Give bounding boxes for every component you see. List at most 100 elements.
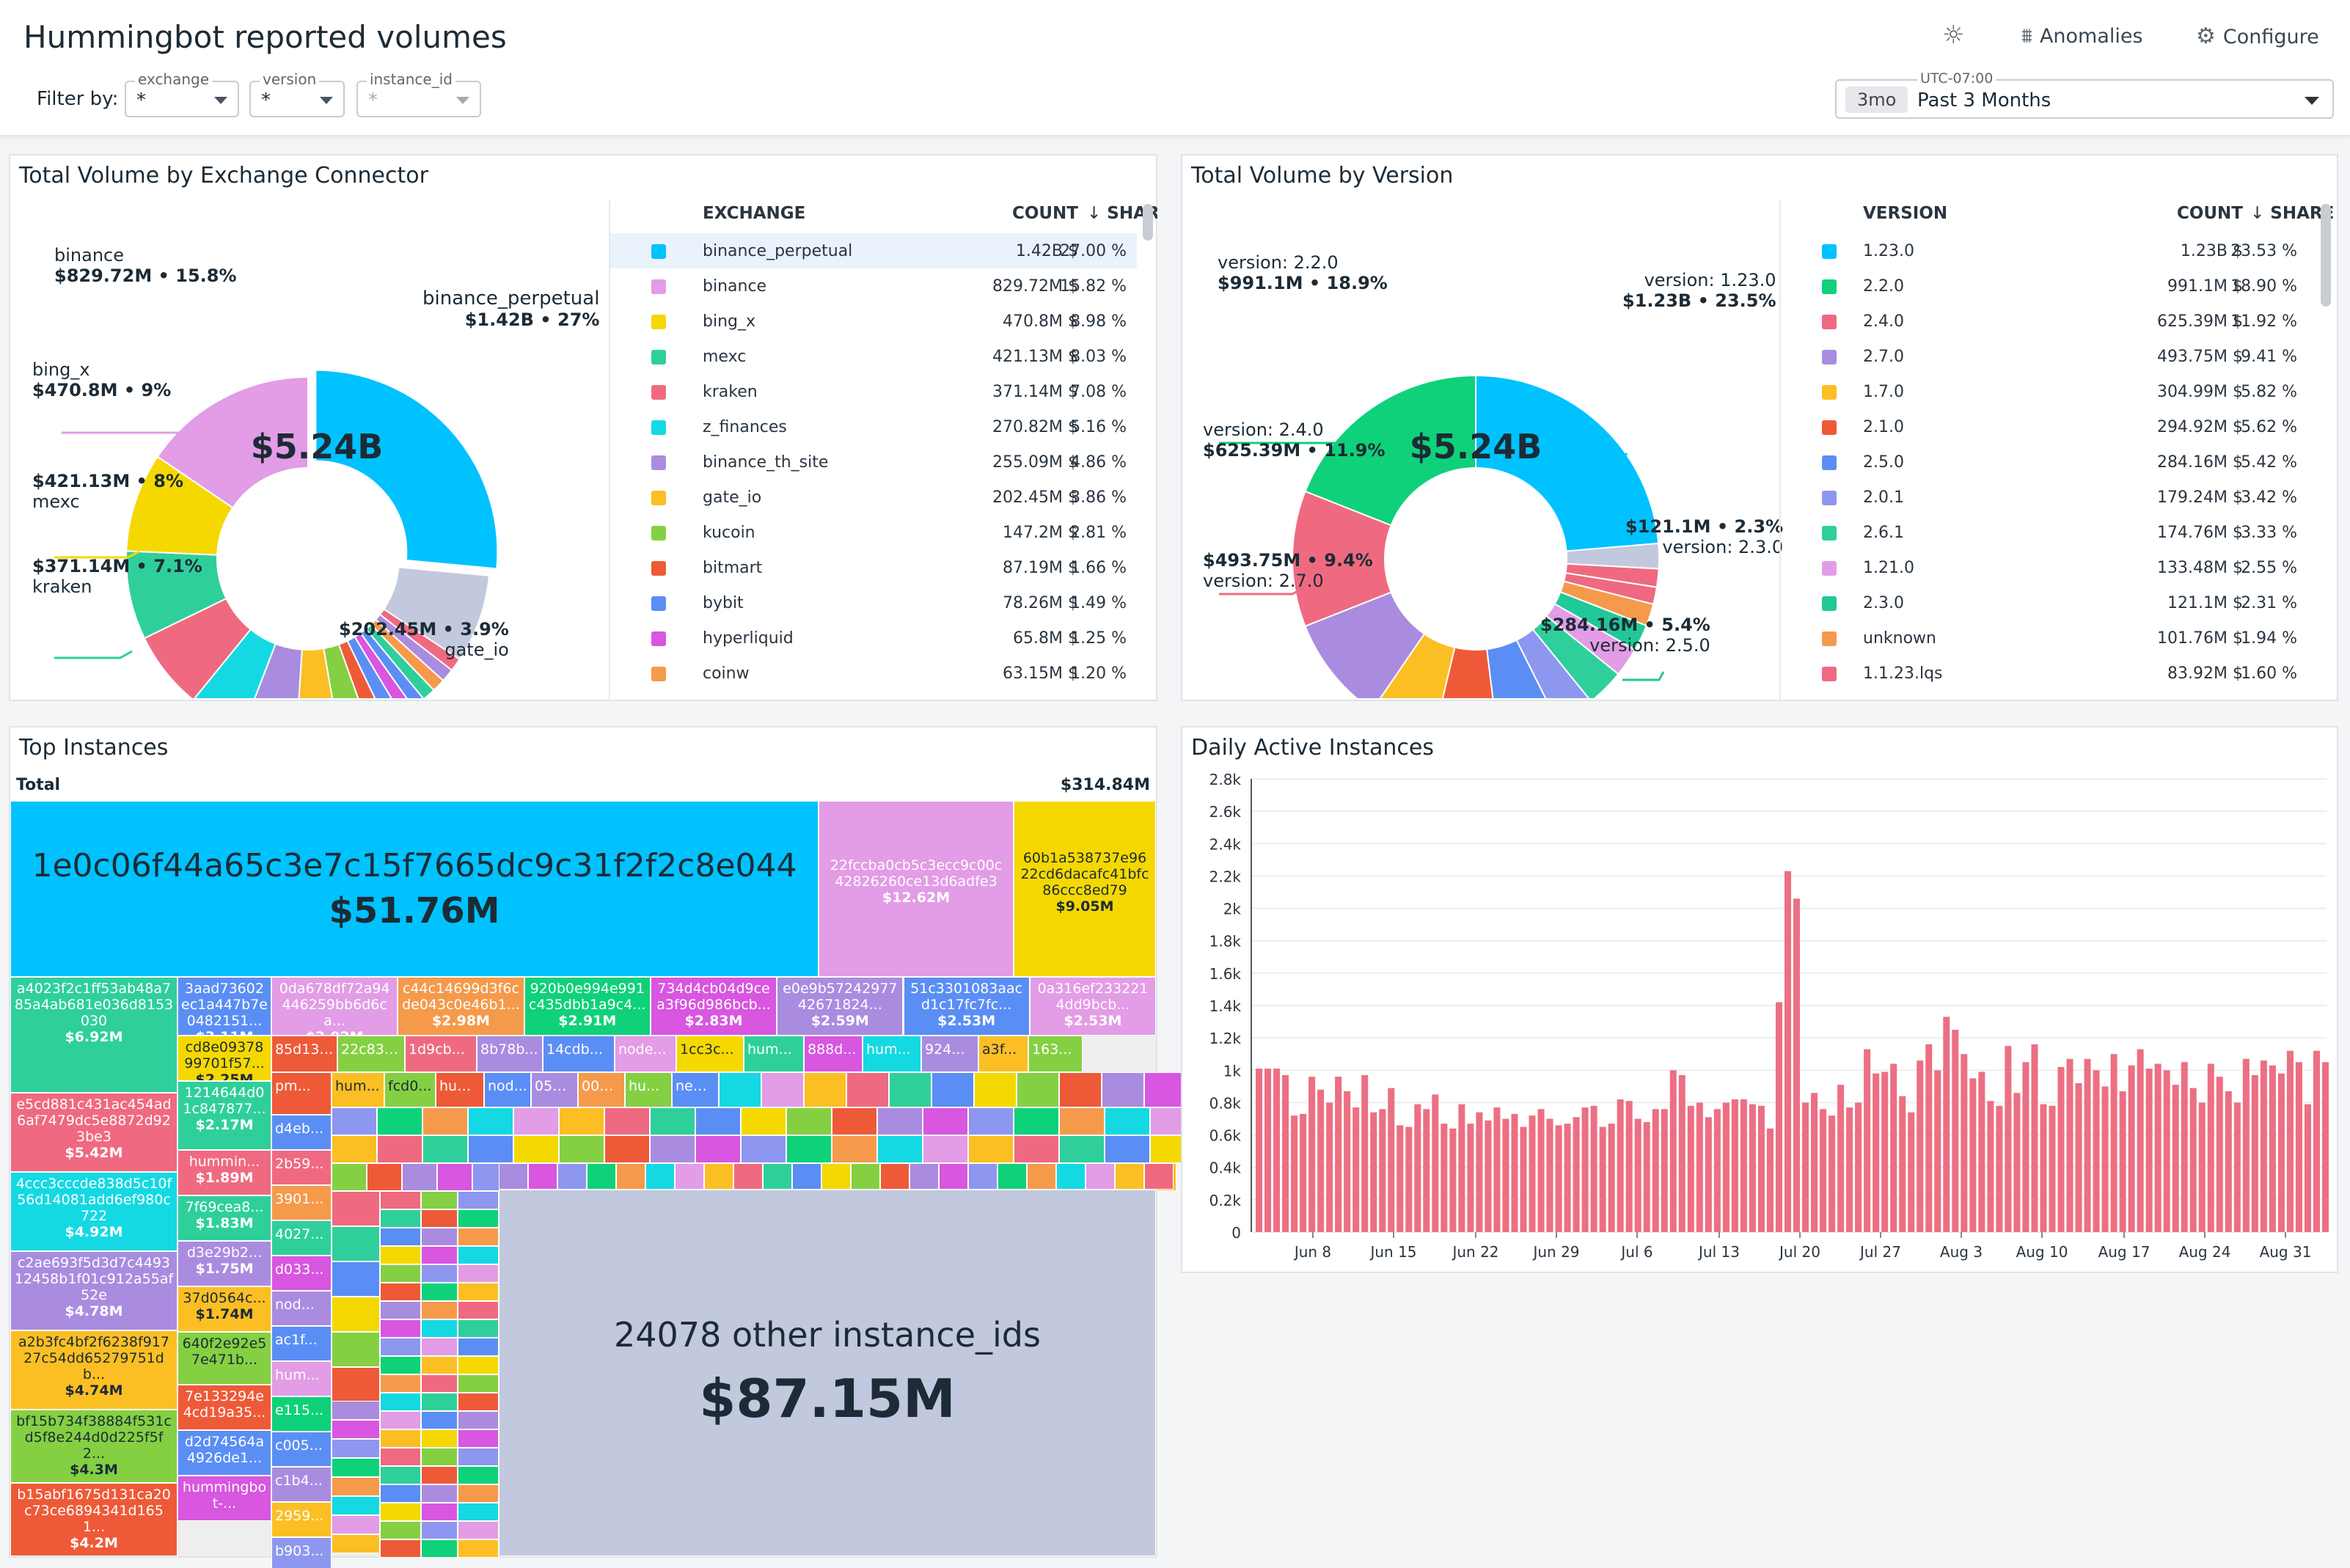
- treemap-cell[interactable]: [939, 1163, 968, 1190]
- treemap-cell[interactable]: [332, 1477, 380, 1496]
- treemap-cell[interactable]: 888d...: [804, 1036, 863, 1072]
- treemap-cell[interactable]: [332, 1439, 380, 1458]
- treemap-cell[interactable]: [1144, 1072, 1187, 1107]
- bar[interactable]: [1873, 1073, 1880, 1232]
- bar[interactable]: [1837, 1085, 1845, 1232]
- treemap-cell[interactable]: [332, 1401, 380, 1420]
- treemap-cell-second-col[interactable]: d2d74564a4926de1...: [177, 1430, 271, 1476]
- treemap-cell[interactable]: [1102, 1072, 1144, 1107]
- bar[interactable]: [1546, 1118, 1553, 1233]
- bar[interactable]: [2172, 1085, 2179, 1232]
- bar[interactable]: [1291, 1115, 1298, 1232]
- treemap-cell[interactable]: fcd0...: [384, 1072, 436, 1107]
- bar[interactable]: [2049, 1105, 2056, 1232]
- treemap-cell[interactable]: [421, 1228, 458, 1246]
- bar[interactable]: [1256, 1069, 1263, 1232]
- treemap-cell[interactable]: [437, 1163, 472, 1191]
- treemap-cell[interactable]: [422, 1135, 468, 1163]
- treemap-cell-second[interactable]: 22fccba0cb5c3ecc9c00c42826260ce13d6adfe3…: [819, 801, 1014, 977]
- treemap-cell[interactable]: [332, 1534, 380, 1553]
- treemap-cell-third[interactable]: 60b1a538737e9622cd6dacafc41bfc86ccc8ed79…: [1014, 801, 1156, 977]
- treemap-cell[interactable]: [1017, 1072, 1059, 1107]
- treemap-cell[interactable]: [675, 1163, 704, 1190]
- table-row[interactable]: 2.1.0 294.92M $5.62 %: [1781, 409, 2316, 444]
- bar[interactable]: [2321, 1062, 2329, 1232]
- treemap-cell[interactable]: hum...: [271, 1361, 332, 1396]
- bar[interactable]: [2216, 1077, 2223, 1232]
- table-row[interactable]: kucoin 147.2M $2.81 %: [610, 515, 1137, 550]
- treemap-cell[interactable]: 22c83d...: [337, 1036, 405, 1072]
- bar[interactable]: [1829, 1115, 1836, 1232]
- version-donut-slice[interactable]: [1475, 374, 1660, 552]
- exchange-donut-slice[interactable]: [315, 369, 499, 570]
- table-row[interactable]: 2.6.1 174.76M $3.33 %: [1781, 515, 2316, 550]
- treemap-cell[interactable]: [880, 1163, 909, 1190]
- bar[interactable]: [1899, 1096, 1906, 1232]
- treemap-cell-second-col[interactable]: 3aad73602ec1a447b7e0482151...$3.11M: [177, 977, 271, 1036]
- table-row[interactable]: 2.7.0 493.75M $9.41 %: [1781, 339, 2316, 374]
- treemap-cell[interactable]: c005...: [271, 1432, 332, 1467]
- bar[interactable]: [1300, 1113, 1307, 1232]
- bar[interactable]: [1881, 1071, 1889, 1232]
- treemap-cell[interactable]: [380, 1466, 421, 1484]
- treemap-cell[interactable]: [380, 1374, 421, 1393]
- treemap-cell-largest[interactable]: 1e0c06f44a65c3e7c15f7665dc9c31f2f2c8e044…: [10, 801, 819, 977]
- treemap-cell[interactable]: [377, 1107, 422, 1135]
- treemap-cell-second-col[interactable]: hummin... $1.89M: [177, 1150, 271, 1195]
- bar[interactable]: [1749, 1104, 1756, 1232]
- bar[interactable]: [1978, 1071, 1985, 1232]
- bar[interactable]: [1687, 1105, 1694, 1232]
- bar[interactable]: [2022, 1062, 2029, 1232]
- bar[interactable]: [2242, 1058, 2250, 1232]
- treemap-cell[interactable]: [421, 1429, 458, 1448]
- treemap-cell[interactable]: [695, 1135, 741, 1163]
- treemap-cell[interactable]: [650, 1107, 695, 1135]
- bar[interactable]: [2101, 1086, 2109, 1232]
- treemap-cell[interactable]: [421, 1283, 458, 1301]
- bar[interactable]: [2198, 1102, 2206, 1232]
- version-donut-slice[interactable]: [1433, 646, 1498, 698]
- treemap-cell[interactable]: [332, 1420, 380, 1439]
- treemap-cell[interactable]: [380, 1338, 421, 1356]
- treemap-cell[interactable]: pm...: [271, 1072, 332, 1115]
- treemap-cell[interactable]: [1059, 1072, 1102, 1107]
- treemap-cell-top-row[interactable]: 734d4cb04d9cea3f96d986bcb... $2.83M: [650, 977, 777, 1036]
- treemap-cell[interactable]: [923, 1107, 968, 1135]
- bar[interactable]: [1555, 1125, 1562, 1232]
- bar[interactable]: [1757, 1105, 1765, 1232]
- bar[interactable]: [2110, 1054, 2117, 1232]
- treemap-cell[interactable]: [513, 1135, 559, 1163]
- treemap-cell[interactable]: [332, 1458, 380, 1477]
- bar[interactable]: [2154, 1063, 2162, 1232]
- treemap-cell[interactable]: [421, 1191, 458, 1209]
- table-scrollbar[interactable]: [2321, 204, 2331, 307]
- treemap-cell[interactable]: 005...: [578, 1072, 625, 1107]
- table-row[interactable]: 1.7.0 304.99M $5.82 %: [1781, 374, 2316, 409]
- bar[interactable]: [1713, 1109, 1721, 1232]
- treemap-cell[interactable]: [695, 1107, 741, 1135]
- bar[interactable]: [1652, 1109, 1659, 1232]
- bar[interactable]: [1608, 1124, 1615, 1232]
- treemap-cell[interactable]: [616, 1163, 645, 1190]
- treemap-cell[interactable]: [846, 1072, 889, 1107]
- bar[interactable]: [1361, 1074, 1369, 1232]
- treemap-cell-top-row[interactable]: 0a316ef2332214dd9bcb... $2.53M: [1029, 977, 1157, 1036]
- bar[interactable]: [1952, 1030, 1959, 1232]
- treemap-cell[interactable]: [421, 1301, 458, 1319]
- treemap-cell[interactable]: [1059, 1135, 1105, 1163]
- treemap-cell[interactable]: [421, 1466, 458, 1484]
- treemap-cell[interactable]: [377, 1135, 422, 1163]
- treemap-cell[interactable]: hum...: [863, 1036, 921, 1072]
- treemap-cell[interactable]: [332, 1226, 380, 1261]
- treemap-cell[interactable]: [645, 1163, 675, 1190]
- bar[interactable]: [1766, 1128, 1774, 1232]
- bar[interactable]: [1352, 1107, 1360, 1232]
- bar[interactable]: [1908, 1112, 1915, 1232]
- treemap-cell[interactable]: hum...: [332, 1072, 384, 1107]
- treemap-cell[interactable]: [332, 1496, 380, 1515]
- treemap-cell[interactable]: 85d13c8b...: [271, 1036, 337, 1072]
- bar[interactable]: [1397, 1125, 1404, 1232]
- bar[interactable]: [1441, 1124, 1448, 1232]
- treemap-cell[interactable]: [380, 1503, 421, 1521]
- bar[interactable]: [1996, 1105, 2003, 1232]
